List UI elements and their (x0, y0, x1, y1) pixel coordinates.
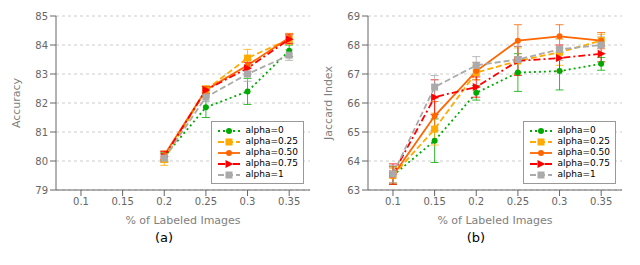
svg-text:79: 79 (35, 185, 48, 196)
html-text:alpha=1: alpha=1 (557, 169, 596, 179)
svg-text:64: 64 (347, 156, 360, 167)
svg-text:69: 69 (347, 11, 360, 22)
svg-text:0.1: 0.1 (385, 196, 401, 207)
svg-text:66: 66 (347, 98, 360, 109)
html-text:(a): (a) (154, 230, 174, 245)
html-text:alpha=0.25: alpha=0.25 (245, 136, 298, 146)
svg-text:0.25: 0.25 (195, 196, 217, 207)
svg-text:Accuracy: Accuracy (10, 77, 23, 128)
svg-text:0.3: 0.3 (552, 196, 568, 207)
svg-text:0.25: 0.25 (507, 196, 529, 207)
svg-text:68: 68 (347, 40, 360, 51)
svg-text:% of Labeled Images: % of Labeled Images (437, 214, 552, 227)
svg-text:Jaccard Index: Jaccard Index (322, 66, 335, 141)
html-text:alpha=0.25: alpha=0.25 (557, 136, 610, 146)
html-text:alpha=0.75: alpha=0.75 (245, 158, 298, 168)
html-text:alpha=0: alpha=0 (245, 125, 284, 135)
svg-text:0.1: 0.1 (73, 196, 89, 207)
svg-text:82: 82 (35, 98, 48, 109)
svg-text:0.3: 0.3 (240, 196, 256, 207)
svg-text:84: 84 (35, 40, 48, 51)
html-text:(b): (b) (466, 230, 486, 245)
html-text:alpha=0.75: alpha=0.75 (557, 158, 610, 168)
svg-text:% of Labeled Images: % of Labeled Images (125, 214, 240, 227)
html-text:alpha=0.50: alpha=0.50 (557, 147, 610, 157)
svg-text:67: 67 (347, 69, 360, 80)
svg-text:0.15: 0.15 (111, 196, 133, 207)
svg-text:0.35: 0.35 (590, 196, 612, 207)
svg-text:63: 63 (347, 185, 360, 196)
svg-text:0.2: 0.2 (468, 196, 484, 207)
svg-text:0.2: 0.2 (156, 196, 172, 207)
svg-text:81: 81 (35, 127, 48, 138)
svg-text:85: 85 (35, 11, 48, 22)
html-text:alpha=0.50: alpha=0.50 (245, 147, 298, 157)
svg-text:0.35: 0.35 (278, 196, 300, 207)
svg-text:0.15: 0.15 (423, 196, 445, 207)
html-text:alpha=0: alpha=0 (557, 125, 596, 135)
svg-text:80: 80 (35, 156, 48, 167)
svg-text:83: 83 (35, 69, 48, 80)
svg-text:65: 65 (347, 127, 360, 138)
html-text:alpha=1: alpha=1 (245, 169, 284, 179)
